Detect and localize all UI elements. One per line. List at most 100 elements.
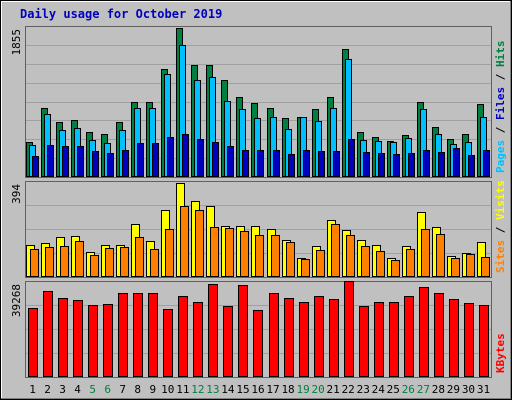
visits-bar-sites-day-5 <box>90 255 99 277</box>
x-axis-labels: 1 2 3 4 5 6 7 8 9 10 11 12 13 14 15 16 17 18 19 20 21 22 23 24 2… <box>29 383 490 396</box>
visits-bar-sites-day-25 <box>391 260 400 277</box>
x-tick-label-day-18: 18 <box>281 383 294 396</box>
hits-bar-pages-day-26 <box>408 153 415 177</box>
x-tick-label-day-15: 15 <box>236 383 249 396</box>
visits-legend-item-0: Sites <box>494 240 507 273</box>
kbytes-bar-kbytes-day-1 <box>28 308 38 377</box>
x-tick-label-day-13: 13 <box>206 383 219 396</box>
kbytes-bar-kbytes-day-24 <box>374 302 384 377</box>
chart-title: Daily usage for October 2019 <box>20 7 222 21</box>
visits-ymax-label: 394 <box>10 184 23 204</box>
x-tick-label-day-31: 31 <box>477 383 490 396</box>
kbytes-bar-kbytes-day-29 <box>449 299 459 377</box>
hits-bar-pages-day-22 <box>348 139 355 177</box>
x-tick-label-day-2: 2 <box>44 383 51 396</box>
kbytes-bar-kbytes-day-28 <box>434 293 444 377</box>
visits-bar-sites-day-21 <box>331 224 340 277</box>
hits-bar-pages-day-10 <box>167 137 174 177</box>
hits-legend-item-4: Hits <box>494 41 507 68</box>
x-tick-label-day-29: 29 <box>447 383 460 396</box>
x-tick-label-day-28: 28 <box>432 383 445 396</box>
x-tick-label-day-11: 11 <box>176 383 189 396</box>
hits-legend-item-1: / <box>494 120 507 140</box>
hits-bar-pages-day-12 <box>197 139 204 177</box>
kbytes-bar-kbytes-day-30 <box>464 303 474 377</box>
kbytes-bar-kbytes-day-11 <box>178 296 188 377</box>
x-tick-label-day-16: 16 <box>251 383 264 396</box>
kbytes-legend-item-0: KBytes <box>494 333 507 373</box>
kbytes-bar-kbytes-day-22 <box>344 281 354 377</box>
hits-bar-pages-day-16 <box>257 150 264 177</box>
visits-bar-sites-day-4 <box>75 241 84 277</box>
x-tick-label-day-30: 30 <box>462 383 475 396</box>
visits-bar-sites-day-14 <box>225 228 234 277</box>
kbytes-bar-kbytes-day-20 <box>314 296 324 377</box>
x-tick-label-day-26: 26 <box>402 383 415 396</box>
hits-bar-pages-day-5 <box>92 151 99 177</box>
visits-legend-item-1: / <box>494 220 507 240</box>
kbytes-bar-kbytes-day-25 <box>389 302 399 377</box>
kbytes-bar-kbytes-day-23 <box>359 306 369 377</box>
x-tick-label-day-1: 1 <box>29 383 36 396</box>
x-tick-label-day-7: 7 <box>119 383 126 396</box>
x-tick-label-day-20: 20 <box>312 383 325 396</box>
kbytes-bar-kbytes-day-17 <box>269 293 279 377</box>
kbytes-bar-kbytes-day-27 <box>419 287 429 377</box>
hits-bar-pages-day-7 <box>122 150 129 177</box>
visits-bar-sites-day-2 <box>45 247 54 277</box>
hits-bar-pages-day-6 <box>107 153 114 177</box>
hits-legend-item-3: / <box>494 67 507 87</box>
hits-bar-pages-day-30 <box>468 155 475 177</box>
hits-bar-pages-day-4 <box>77 146 84 177</box>
visits-bar-sites-day-19 <box>301 259 310 277</box>
visits-bar-sites-day-12 <box>195 210 204 277</box>
panel-visits: 394 Sites / Visits <box>10 180 507 278</box>
panel-hits: 1855 Pages / Files / Hits <box>10 26 507 178</box>
hits-bar-pages-day-11 <box>182 134 189 177</box>
hits-legend-item-2: Files <box>494 87 507 120</box>
hits-bar-pages-day-28 <box>438 152 445 177</box>
hits-bar-pages-day-1 <box>32 156 39 177</box>
hits-bar-pages-day-23 <box>363 152 370 177</box>
hits-bar-pages-day-31 <box>483 150 490 177</box>
kbytes-bar-kbytes-day-7 <box>118 293 128 377</box>
kbytes-bar-kbytes-day-4 <box>73 300 83 377</box>
x-tick-label-day-23: 23 <box>357 383 370 396</box>
kbytes-bar-kbytes-day-12 <box>193 302 203 377</box>
visits-bar-sites-day-17 <box>271 235 280 277</box>
kbytes-bar-kbytes-day-18 <box>284 298 294 377</box>
kbytes-bar-kbytes-day-16 <box>253 310 263 377</box>
kbytes-bar-kbytes-day-5 <box>88 305 98 377</box>
x-tick-label-day-6: 6 <box>104 383 111 396</box>
x-tick-label-day-22: 22 <box>342 383 355 396</box>
kbytes-bar-kbytes-day-9 <box>148 293 158 377</box>
visits-bar-sites-day-20 <box>316 250 325 277</box>
visits-bar-sites-day-1 <box>30 249 39 277</box>
visits-bar-sites-day-7 <box>120 247 129 277</box>
hits-legend-item-0: Pages <box>494 140 507 173</box>
visits-bar-sites-day-11 <box>180 206 189 277</box>
hits-bar-pages-day-2 <box>47 145 54 177</box>
kbytes-bar-kbytes-day-21 <box>329 299 339 377</box>
x-tick-label-day-4: 4 <box>74 383 81 396</box>
visits-bar-sites-day-22 <box>346 235 355 277</box>
visits-bar-sites-day-15 <box>240 231 249 277</box>
kbytes-ymax-label: 39268 <box>10 284 23 317</box>
visits-bar-sites-day-9 <box>150 249 159 277</box>
visits-bar-sites-day-30 <box>466 254 475 277</box>
visits-legend: Sites / Visits <box>494 180 507 273</box>
visits-bar-sites-day-31 <box>481 257 490 277</box>
hits-bar-pages-day-8 <box>137 143 144 177</box>
visits-bar-sites-day-10 <box>165 229 174 277</box>
x-tick-label-day-9: 9 <box>149 383 156 396</box>
kbytes-bar-kbytes-day-15 <box>238 285 248 377</box>
kbytes-bar-kbytes-day-31 <box>479 305 489 377</box>
hits-bar-pages-day-21 <box>333 151 340 177</box>
kbytes-legend: KBytes <box>494 333 507 373</box>
kbytes-bar-kbytes-day-14 <box>223 306 233 377</box>
x-tick-label-day-5: 5 <box>89 383 96 396</box>
kbytes-bar-kbytes-day-8 <box>133 293 143 377</box>
kbytes-bar-kbytes-day-13 <box>208 284 218 377</box>
visits-bar-sites-day-3 <box>60 246 69 277</box>
